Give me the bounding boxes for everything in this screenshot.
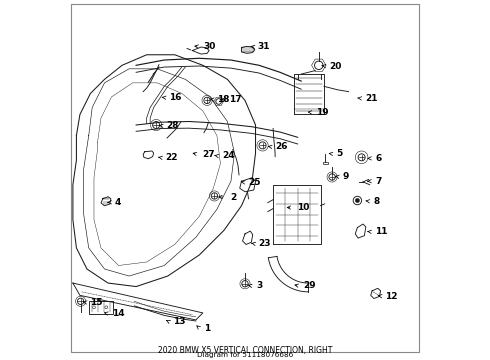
Text: 29: 29: [304, 282, 316, 291]
Text: 28: 28: [166, 121, 179, 130]
Text: 30: 30: [203, 42, 216, 51]
Text: 20: 20: [329, 62, 342, 71]
Text: 12: 12: [385, 292, 398, 301]
Text: 11: 11: [375, 227, 388, 236]
Text: 24: 24: [222, 152, 234, 161]
Text: 16: 16: [169, 93, 182, 102]
Text: 7: 7: [375, 177, 381, 186]
Text: 9: 9: [343, 172, 349, 181]
Text: 1: 1: [203, 324, 210, 333]
Text: 14: 14: [112, 309, 125, 318]
Text: 6: 6: [376, 154, 382, 163]
Circle shape: [355, 198, 360, 203]
Text: 8: 8: [373, 197, 379, 206]
Text: 4: 4: [115, 198, 122, 207]
Text: 19: 19: [316, 108, 329, 117]
Text: 31: 31: [258, 42, 270, 51]
Text: 2020 BMW X5 VERTICAL CONNECTION, RIGHT: 2020 BMW X5 VERTICAL CONNECTION, RIGHT: [158, 346, 332, 355]
Text: 25: 25: [248, 178, 261, 187]
Text: 27: 27: [202, 150, 215, 159]
Text: 17: 17: [229, 95, 242, 104]
Text: 26: 26: [275, 142, 288, 151]
Text: 2: 2: [230, 193, 236, 202]
Text: 3: 3: [256, 282, 263, 291]
Text: 23: 23: [259, 239, 271, 248]
Text: 22: 22: [166, 153, 178, 162]
Text: Diagram for 51118076686: Diagram for 51118076686: [197, 352, 293, 357]
Text: 21: 21: [365, 94, 378, 103]
Text: 5: 5: [336, 149, 343, 158]
Text: 10: 10: [296, 203, 309, 212]
Text: 18: 18: [217, 95, 229, 104]
Text: 13: 13: [173, 317, 186, 326]
Text: 15: 15: [91, 298, 103, 307]
